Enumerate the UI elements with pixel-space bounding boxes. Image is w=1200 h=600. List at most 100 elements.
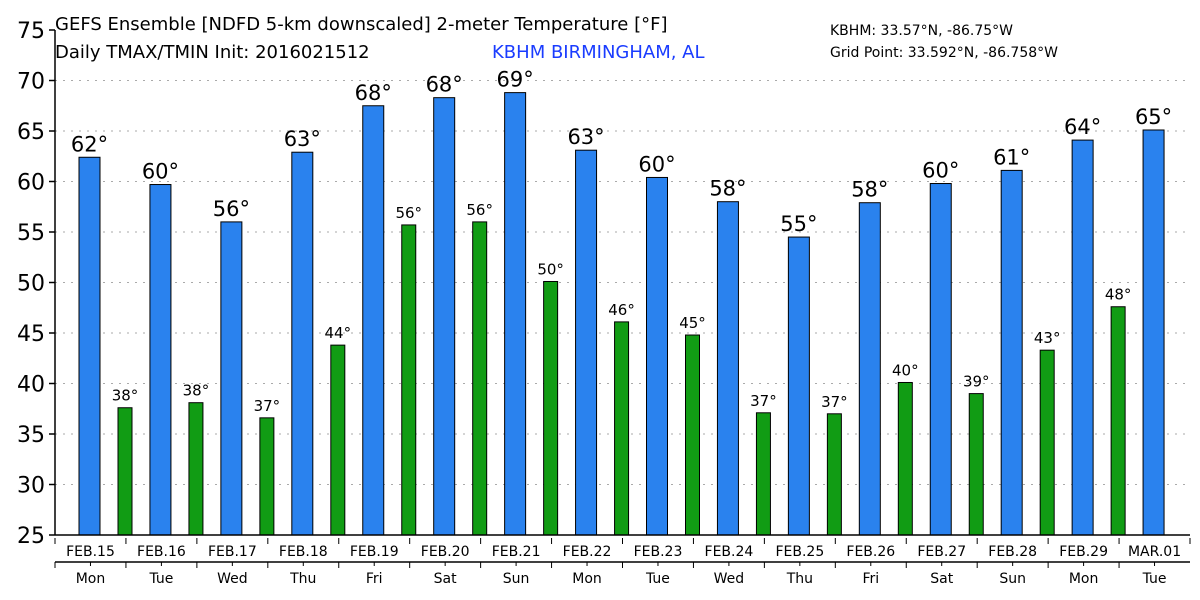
- tmax-bar: [362, 105, 385, 536]
- tmax-bar: [504, 92, 527, 536]
- x-tick-label-date: FEB.16: [137, 544, 186, 560]
- x-tick-label-date: FEB.25: [775, 544, 824, 560]
- tmax-label: 61°: [993, 145, 1030, 169]
- tmin-bar: [401, 224, 417, 536]
- tmin-bar: [614, 321, 630, 536]
- tmax-bar: [78, 156, 101, 536]
- x-tick-label-date: FEB.17: [208, 544, 257, 560]
- tmin-bar: [188, 402, 204, 536]
- tmax-label: 68°: [355, 81, 392, 105]
- y-tick-label: 55: [17, 221, 45, 246]
- tmax-bar: [433, 97, 456, 536]
- x-tick-label-weekday: Thu: [786, 571, 813, 587]
- x-tick-label-weekday: Tue: [645, 571, 670, 587]
- tmax-label: 58°: [709, 177, 746, 201]
- station-coords: KBHM: 33.57°N, -86.75°W: [830, 23, 1013, 39]
- x-tick-label-weekday: Sun: [999, 571, 1026, 587]
- tmax-bar: [858, 202, 881, 536]
- tmin-label: 40°: [892, 361, 919, 379]
- y-tick-label: 30: [17, 474, 45, 499]
- x-tick-label-date: FEB.28: [988, 544, 1037, 560]
- y-tick-label: 25: [17, 524, 45, 549]
- tmax-label: 68°: [426, 73, 463, 97]
- tmax-label: 60°: [638, 152, 675, 176]
- tmin-label: 43°: [1034, 329, 1061, 347]
- tmin-label: 56°: [395, 204, 422, 222]
- x-tick-label-date: FEB.18: [279, 544, 328, 560]
- y-tick-label: 65: [17, 120, 45, 145]
- x-tick-label-date: FEB.20: [421, 544, 470, 560]
- x-tick-label-weekday: Tue: [148, 571, 173, 587]
- x-tick-label-date: FEB.23: [634, 544, 683, 560]
- tmin-label: 37°: [750, 392, 777, 410]
- y-tick-label: 45: [17, 322, 45, 347]
- tmin-bar: [543, 280, 559, 536]
- tmax-label: 63°: [567, 125, 604, 149]
- tmin-bar: [1039, 349, 1055, 536]
- tmax-bar: [220, 221, 243, 536]
- x-tick-label-date: FEB.22: [563, 544, 612, 560]
- tmin-bar: [968, 393, 984, 536]
- x-tick-label-weekday: Thu: [289, 571, 316, 587]
- tmax-bar: [646, 176, 668, 536]
- chart-title: GEFS Ensemble [NDFD 5-km downscaled] 2-m…: [55, 14, 668, 35]
- x-tick-label-date: FEB.19: [350, 544, 399, 560]
- x-tick-label-weekday: Wed: [714, 571, 745, 587]
- tmin-label: 45°: [679, 314, 706, 332]
- x-tick-label-weekday: Mon: [1069, 571, 1099, 587]
- tmax-label: 55°: [780, 212, 817, 236]
- y-tick-label: 70: [17, 70, 45, 95]
- tmin-bar: [259, 417, 275, 536]
- tmax-bar: [1142, 129, 1165, 536]
- tmin-label: 46°: [608, 301, 635, 319]
- y-tick-label: 50: [17, 272, 45, 297]
- tmax-label: 60°: [142, 160, 179, 184]
- x-tick-label-weekday: Sun: [503, 571, 530, 587]
- tmin-label: 48°: [1105, 286, 1132, 304]
- tmin-bar: [826, 413, 842, 536]
- tmin-bar: [1110, 306, 1126, 536]
- tmin-bar: [755, 412, 771, 536]
- tmin-label: 38°: [112, 387, 139, 405]
- x-tick-label-date: FEB.21: [492, 544, 541, 560]
- tmin-bar: [330, 344, 346, 536]
- chart-subtitle: Daily TMAX/TMIN Init: 2016021512: [55, 42, 370, 63]
- tmax-label: 69°: [497, 68, 534, 92]
- tmin-label: 38°: [183, 382, 210, 400]
- x-tick-label-weekday: Mon: [76, 571, 106, 587]
- tmin-bar: [117, 407, 133, 536]
- tmax-bar: [149, 184, 172, 536]
- x-tick-label-weekday: Sat: [930, 571, 953, 587]
- tmin-label: 50°: [537, 260, 564, 278]
- tmin-bar: [472, 221, 488, 536]
- tmin-label: 44°: [325, 324, 352, 342]
- x-tick-label-weekday: Wed: [217, 571, 248, 587]
- y-tick-label: 60: [17, 171, 45, 196]
- tmax-label: 64°: [1064, 115, 1101, 139]
- x-tick-label-date: FEB.27: [917, 544, 966, 560]
- x-tick-label-date: FEB.15: [66, 544, 115, 560]
- tmax-label: 62°: [71, 132, 108, 156]
- x-tick-label-weekday: Mon: [572, 571, 602, 587]
- x-tick-label-date: FEB.29: [1059, 544, 1108, 560]
- grid-point-coords: Grid Point: 33.592°N, -86.758°W: [830, 45, 1058, 61]
- tmax-bar: [929, 183, 952, 536]
- tmax-label: 56°: [213, 197, 250, 221]
- tmax-bar: [1000, 169, 1023, 536]
- x-tick-label-weekday: Fri: [862, 571, 879, 587]
- x-tick-label-weekday: Sat: [434, 571, 457, 587]
- tmax-bar: [716, 201, 739, 536]
- tmin-label: 56°: [466, 201, 493, 219]
- x-tick-label-date: FEB.26: [846, 544, 895, 560]
- tmin-label: 39°: [963, 373, 990, 391]
- tmax-bar: [575, 149, 598, 536]
- tmin-label: 37°: [821, 393, 848, 411]
- station-name: KBHM BIRMINGHAM, AL: [492, 42, 705, 63]
- x-tick-label-date: FEB.24: [705, 544, 754, 560]
- tmax-bar: [787, 236, 810, 536]
- y-tick-label: 35: [17, 423, 45, 448]
- tmax-bar: [291, 151, 314, 536]
- y-tick-label: 40: [17, 373, 45, 398]
